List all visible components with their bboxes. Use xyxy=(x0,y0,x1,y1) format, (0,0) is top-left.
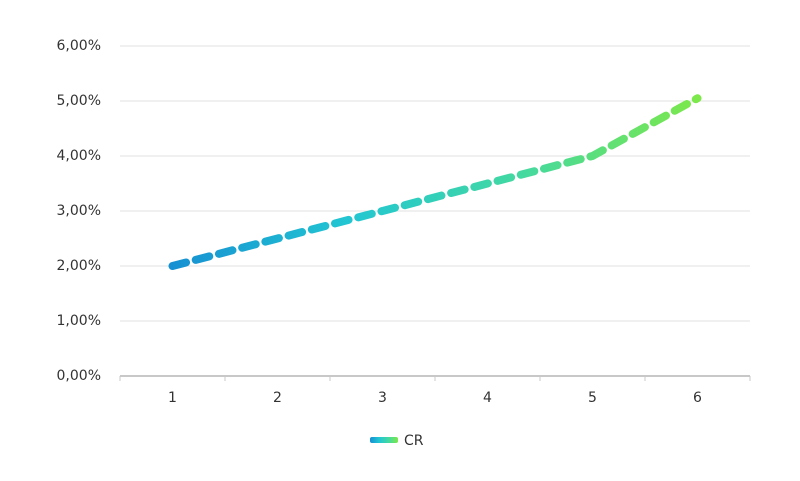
x-tick-label: 2 xyxy=(273,390,282,406)
x-tick-label: 6 xyxy=(693,390,702,406)
y-tick-label: 0,00% xyxy=(57,368,101,384)
x-tick-label: 5 xyxy=(588,390,597,406)
legend: CR xyxy=(370,433,424,449)
y-tick-label: 6,00% xyxy=(57,38,101,54)
x-tick-label: 3 xyxy=(378,390,387,406)
line-series xyxy=(168,94,702,270)
y-tick-label: 2,00% xyxy=(57,258,101,274)
x-tick-label: 1 xyxy=(168,390,177,406)
y-tick-label: 4,00% xyxy=(57,148,101,164)
legend-label: CR xyxy=(404,433,424,449)
y-tick-label: 5,00% xyxy=(57,93,101,109)
y-tick-label: 3,00% xyxy=(57,203,101,219)
x-tick-label: 4 xyxy=(483,390,492,406)
y-tick-label: 1,00% xyxy=(57,313,101,329)
legend-swatch xyxy=(370,437,398,443)
